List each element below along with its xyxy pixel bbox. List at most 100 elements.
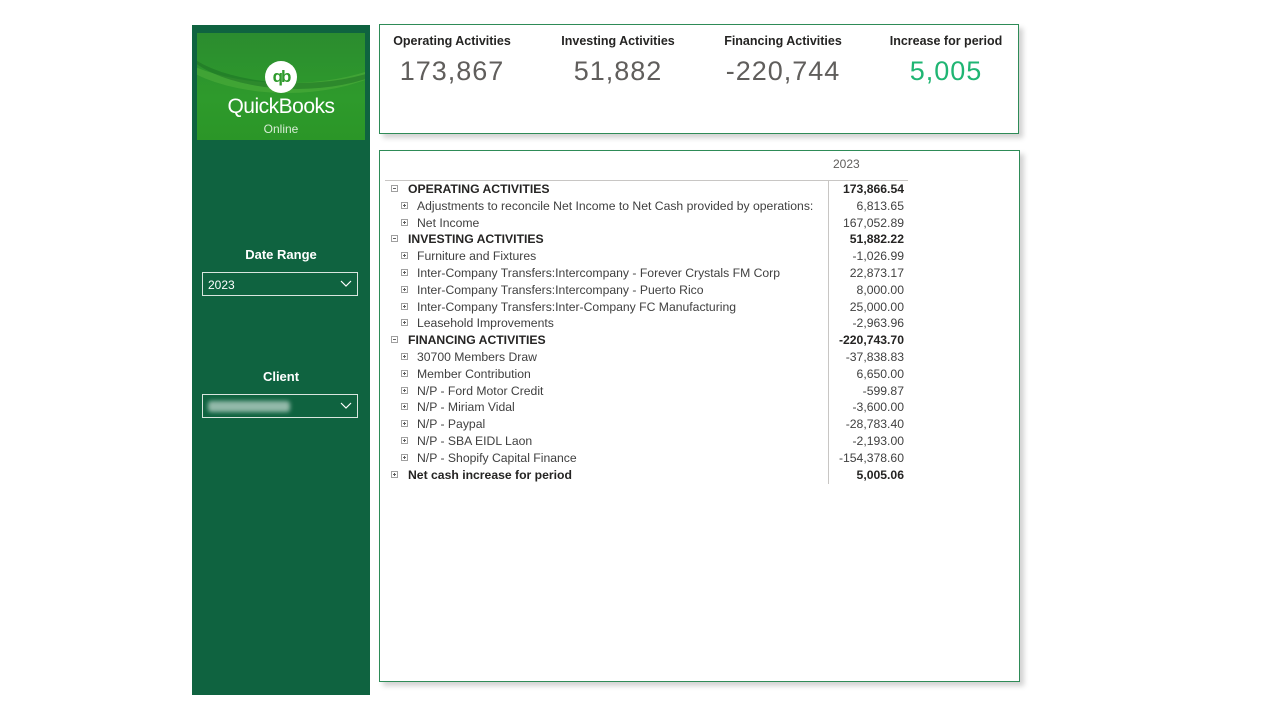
row-label: Inter-Company Transfers:Intercompany - F…: [417, 265, 781, 280]
kpi-value: 5,005: [909, 56, 983, 86]
row-value: 5,005.06: [856, 467, 904, 482]
quickbooks-logo: qb QuickBooks Online: [197, 33, 365, 140]
row-value: -599.87: [862, 383, 904, 398]
collapse-icon[interactable]: [391, 185, 398, 192]
brand-name: QuickBooks: [227, 95, 335, 118]
kpi-financing: Financing Activities -220,744: [703, 25, 863, 87]
table-row[interactable]: N/P - Paypal -28,783.40: [380, 416, 1020, 433]
table-row[interactable]: Member Contribution 6,650.00: [380, 366, 1020, 383]
kpi-card: Operating Activities 173,867 Investing A…: [379, 24, 1019, 134]
row-label: N/P - Ford Motor Credit: [417, 383, 544, 398]
expand-icon[interactable]: [401, 352, 408, 360]
table-row[interactable]: INVESTING ACTIVITIES 51,882.22: [380, 231, 1020, 248]
row-label: Member Contribution: [417, 366, 531, 381]
kpi-value: -220,744: [725, 56, 841, 86]
row-value: 22,873.17: [849, 265, 904, 280]
row-label: N/P - Paypal: [417, 417, 486, 432]
expand-icon[interactable]: [401, 218, 408, 226]
expand-icon[interactable]: [401, 369, 408, 377]
row-value: 25,000.00: [849, 299, 904, 314]
table-row[interactable]: Inter-Company Transfers:Intercompany - F…: [380, 265, 1020, 282]
kpi-label: Financing Activities: [724, 34, 842, 48]
expand-icon[interactable]: [401, 285, 408, 293]
table-row[interactable]: 30700 Members Draw -37,838.83: [380, 349, 1020, 366]
table-row[interactable]: N/P - Miriam Vidal -3,600.00: [380, 399, 1020, 416]
kpi-investing: Investing Activities 51,882: [538, 25, 698, 87]
table-row[interactable]: Inter-Company Transfers:Inter-Company FC…: [380, 299, 1020, 316]
collapse-icon[interactable]: [391, 235, 398, 243]
expand-icon[interactable]: [401, 453, 408, 461]
row-label: Inter-Company Transfers:Intercompany - P…: [417, 282, 704, 297]
expand-icon[interactable]: [401, 201, 408, 209]
expand-icon[interactable]: [401, 319, 408, 327]
row-value: 6,650.00: [856, 366, 904, 381]
row-label: Net Income: [417, 215, 480, 230]
kpi-operating: Operating Activities 173,867: [372, 25, 532, 87]
row-label: N/P - SBA EIDL Laon: [417, 433, 533, 448]
matrix-rows: OPERATING ACTIVITIES 173,866.54 Adjustment…: [380, 181, 1020, 483]
row-value: 51,882.22: [849, 232, 904, 247]
table-row[interactable]: N/P - Ford Motor Credit -599.87: [380, 383, 1020, 400]
column-divider: [828, 180, 829, 484]
row-value: -154,378.60: [838, 450, 904, 465]
qb-icon: qb: [265, 61, 297, 93]
row-value: -2,963.96: [852, 316, 905, 331]
kpi-label: Operating Activities: [393, 34, 511, 48]
sidebar: qb QuickBooks Online Date Range 2023 Cli…: [192, 25, 370, 695]
table-row[interactable]: Leasehold Improvements -2,963.96: [380, 315, 1020, 332]
header-divider: [385, 180, 908, 181]
table-row[interactable]: OPERATING ACTIVITIES 173,866.54: [380, 181, 1020, 198]
date-range-value: 2023: [208, 278, 235, 292]
row-label: FINANCING ACTIVITIES: [408, 333, 546, 348]
row-value: -220,743.70: [838, 333, 904, 348]
expand-icon[interactable]: [401, 268, 408, 276]
row-label: 30700 Members Draw: [417, 349, 537, 364]
kpi-value: 173,867: [399, 56, 505, 86]
expand-icon[interactable]: [391, 470, 398, 478]
row-label: Adjustments to reconcile Net Income to N…: [417, 198, 814, 213]
table-row[interactable]: N/P - Shopify Capital Finance -154,378.60: [380, 450, 1020, 467]
row-value: -28,783.40: [845, 417, 904, 432]
expand-icon[interactable]: [401, 403, 408, 411]
row-value: -2,193.00: [852, 433, 905, 448]
row-label: OPERATING ACTIVITIES: [408, 182, 550, 196]
table-row[interactable]: FINANCING ACTIVITIES -220,743.70: [380, 332, 1020, 349]
row-label: Net cash increase for period: [408, 467, 572, 482]
row-value: -1,026.99: [852, 249, 905, 264]
expand-icon[interactable]: [401, 302, 408, 310]
table-row[interactable]: Net Income 167,052.89: [380, 215, 1020, 232]
expand-icon[interactable]: [401, 436, 408, 444]
kpi-label: Investing Activities: [561, 34, 675, 48]
row-value: 8,000.00: [856, 282, 904, 297]
expand-icon[interactable]: [401, 386, 408, 394]
cash-flow-matrix: 2023 OPERATING ACTIVITIES 173,866.54 Adjus…: [379, 150, 1020, 682]
client-value-redacted: [208, 401, 290, 412]
table-row[interactable]: Furniture and Fixtures -1,026.99: [380, 248, 1020, 265]
client-label: Client: [262, 369, 300, 384]
row-label: INVESTING ACTIVITIES: [408, 232, 544, 247]
expand-icon[interactable]: [401, 252, 408, 260]
table-row[interactable]: Net cash increase for period 5,005.06: [380, 467, 1020, 484]
kpi-label: Increase for period: [889, 34, 1003, 48]
row-label: N/P - Shopify Capital Finance: [417, 450, 577, 465]
client-dropdown[interactable]: [202, 394, 358, 418]
row-value: 167,052.89: [843, 215, 904, 230]
row-label: Furniture and Fixtures: [417, 249, 537, 264]
row-value: 173,866.54: [843, 182, 904, 196]
date-range-dropdown[interactable]: 2023: [202, 272, 358, 296]
chevron-down-icon: [340, 280, 352, 287]
table-row[interactable]: Inter-Company Transfers:Intercompany - P…: [380, 282, 1020, 299]
row-value: 6,813.65: [856, 198, 904, 213]
collapse-icon[interactable]: [391, 336, 398, 344]
kpi-value: 51,882: [573, 56, 663, 86]
chevron-down-icon: [340, 402, 352, 409]
expand-icon[interactable]: [401, 420, 408, 428]
table-row[interactable]: Adjustments to reconcile Net Income to N…: [380, 198, 1020, 215]
row-label: N/P - Miriam Vidal: [417, 400, 515, 415]
row-value: -3,600.00: [852, 400, 905, 415]
row-value: -37,838.83: [845, 349, 904, 364]
brand-subtitle: Online: [263, 122, 299, 136]
column-header-year: 2023: [833, 157, 860, 171]
table-row[interactable]: N/P - SBA EIDL Laon -2,193.00: [380, 433, 1020, 450]
date-range-label: Date Range: [245, 247, 317, 262]
